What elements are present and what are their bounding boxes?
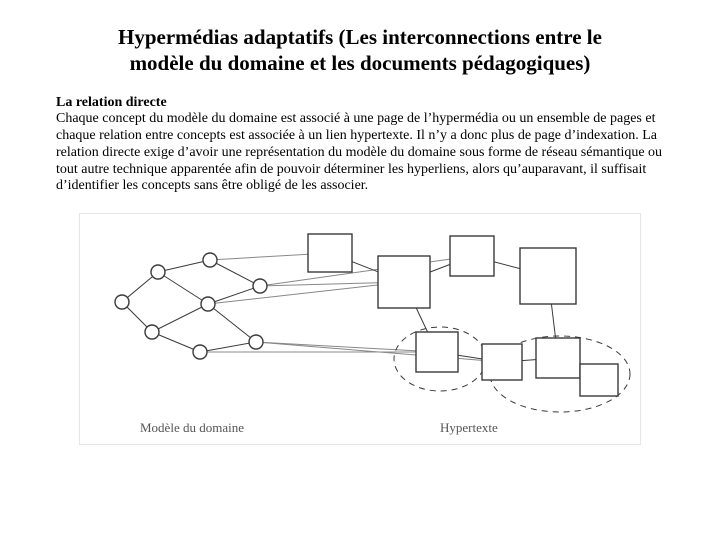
- paragraph-lead: La relation directe: [56, 95, 167, 110]
- slide-title: Hypermédias adaptatifs (Les interconnect…: [48, 24, 672, 77]
- slide: Hypermédias adaptatifs (Les interconnect…: [0, 0, 720, 540]
- label-hypertexte: Hypertexte: [440, 420, 498, 436]
- title-line-2: modèle du domaine et les documents pédag…: [130, 51, 591, 75]
- label-modele-domaine: Modèle du domaine: [140, 420, 244, 436]
- title-line-1: Hypermédias adaptatifs (Les interconnect…: [118, 25, 602, 49]
- diagram-container: Modèle du domaine Hypertexte: [79, 213, 641, 445]
- paragraph-body: Chaque concept du modèle du domaine est …: [56, 111, 662, 193]
- body-paragraph: La relation directe Chaque concept du mo…: [56, 95, 672, 196]
- relation-diagram: [80, 214, 640, 444]
